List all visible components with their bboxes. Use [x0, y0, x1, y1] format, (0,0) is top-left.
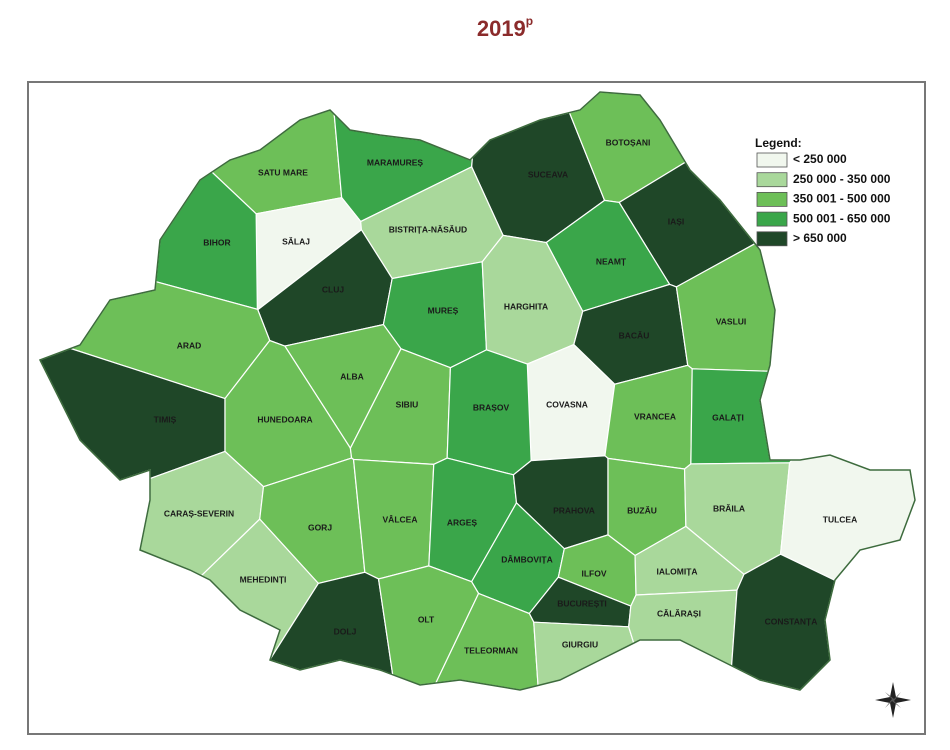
county-label: BIHOR [203, 237, 230, 247]
county-label: IALOMIȚA [656, 566, 697, 576]
county-label: BOTOȘANI [606, 137, 651, 147]
county-label: HARGHITA [504, 301, 548, 311]
county-label: BRĂILA [713, 503, 745, 513]
county-label: SUCEAVA [528, 169, 568, 179]
county-label: GORJ [308, 522, 332, 532]
county-label: CĂLĂRAȘI [657, 608, 701, 618]
county-label: DÂMBOVIȚA [501, 553, 552, 564]
county-label: SĂLAJ [282, 236, 310, 246]
legend: Legend: < 250 000 250 000 - 350 000 350 00… [755, 136, 891, 247]
legend-label: 500 001 - 650 000 [793, 211, 891, 225]
legend-swatch [756, 152, 788, 168]
legend-swatch [756, 172, 788, 188]
county-label: BISTRIȚA-NĂSĂUD [389, 224, 467, 234]
county-label: ARAD [177, 340, 202, 350]
legend-label: > 650 000 [793, 231, 847, 245]
county-label: CLUJ [322, 284, 344, 294]
county-label: VÂLCEA [383, 513, 418, 524]
county-label: TELEORMAN [464, 645, 518, 655]
legend-swatch [756, 211, 788, 227]
county-label: PRAHOVA [553, 505, 595, 515]
county-label: MARAMUREȘ [367, 157, 424, 167]
county-label: MEHEDINȚI [240, 574, 287, 584]
county-label: DOLJ [334, 626, 357, 636]
county-label: MUREȘ [428, 305, 459, 315]
county-label: GALAȚI [712, 412, 744, 422]
county-label: BACĂU [619, 330, 650, 340]
country-outline [38, 91, 916, 691]
county-label: NEAMȚ [596, 256, 627, 266]
map-title: 2019p [477, 14, 533, 41]
county-label: CARAȘ-SEVERIN [164, 508, 234, 518]
county-label: HUNEDOARA [257, 414, 312, 424]
county-label: ALBA [340, 371, 364, 381]
county-label: COVASNA [546, 399, 588, 409]
county-label: ARGEȘ [447, 517, 478, 527]
county-label: SATU MARE [258, 167, 308, 177]
county-label: SIBIU [396, 399, 419, 409]
county-label: BUCUREȘTI [557, 598, 607, 608]
legend-label: 250 000 - 350 000 [793, 172, 891, 186]
county-label: ILFOV [581, 568, 606, 578]
title-text: 2019 [477, 16, 526, 41]
county-label: GIURGIU [562, 639, 598, 649]
compass [875, 682, 911, 718]
legend-label: 350 001 - 500 000 [793, 192, 891, 206]
legend-swatch [756, 231, 788, 247]
county-labels: SATU MARE MARAMUREȘ SUCEAVA BOTOȘANI SĂLAJ BI… [154, 137, 858, 655]
legend-title: Legend: [755, 136, 802, 150]
county-label: BUZĂU [627, 505, 657, 515]
county [446, 349, 532, 476]
county-label: CONSTANȚA [765, 616, 818, 626]
title-superscript: p [526, 14, 533, 28]
county-label: TIMIȘ [154, 414, 177, 424]
counties [38, 91, 916, 691]
county-label: BRAȘOV [473, 402, 510, 412]
county-label: OLT [418, 614, 435, 624]
county-label: VRANCEA [634, 411, 676, 421]
county-label: VASLUI [716, 316, 747, 326]
legend-swatch [756, 191, 788, 207]
legend-label: < 250 000 [793, 152, 847, 166]
county-label: TULCEA [823, 514, 857, 524]
county-label: IAȘI [668, 216, 685, 226]
